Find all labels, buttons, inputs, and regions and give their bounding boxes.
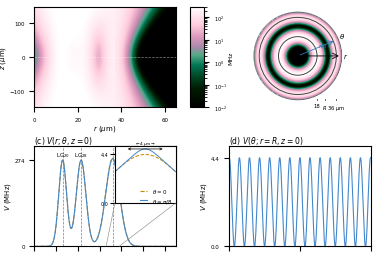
Y-axis label: $z$ ($\mu$m): $z$ ($\mu$m) [0,46,8,70]
Text: 18: 18 [314,104,320,109]
Y-axis label: $V$ (MHz): $V$ (MHz) [199,182,209,211]
$\theta=\pi/8$ [143,245,148,248]
Text: $\pi/8$: $\pi/8$ [319,42,328,50]
X-axis label: $r$ ($\mu$m): $r$ ($\mu$m) [93,124,117,134]
$\theta=\pi/8$ [169,245,174,248]
Text: 36 $\mu$m: 36 $\mu$m [327,104,346,113]
Y-axis label: MHz: MHz [228,51,233,65]
Y-axis label: $V$ (MHz): $V$ (MHz) [3,182,13,211]
$\theta=0$ [101,211,105,214]
$\theta=\pi/8$ [39,245,44,248]
Text: $\theta$: $\theta$ [339,32,345,41]
$\theta=\pi/8$ [110,157,115,161]
$\theta=0$ [143,245,148,248]
Text: $R$: $R$ [322,104,327,112]
$\theta=\pi/8$ [169,245,174,248]
Text: LG$_{20}$: LG$_{20}$ [56,150,70,159]
Legend: $\theta=0$, $\theta=\pi/8$: $\theta=0$, $\theta=\pi/8$ [139,187,173,206]
Text: $r$: $r$ [343,52,348,61]
$\theta=0$ [169,245,174,248]
$\theta=\pi/8$ [173,245,178,248]
$\theta=\pi/8$ [101,211,105,214]
$\theta=\pi/8$ [97,231,102,234]
Text: (d) $V(\theta; r=R, z=0)$: (d) $V(\theta; r=R, z=0)$ [229,134,304,146]
$\theta=0$ [32,245,37,248]
Text: (c) $V(r;\theta, z=0)$: (c) $V(r;\theta, z=0)$ [34,134,94,146]
$\theta=\pi/8$ [32,245,37,248]
$\theta=0$ [110,157,115,160]
Line: $\theta=\pi/8$: $\theta=\pi/8$ [34,159,176,246]
Line: $\theta=0$: $\theta=0$ [34,158,176,246]
$\theta=0$ [97,231,102,234]
$\theta=0$ [169,245,174,248]
Text: LG$_{28}$: LG$_{28}$ [74,150,88,159]
$\theta=0$ [173,245,178,248]
$\theta=0$ [39,245,44,248]
